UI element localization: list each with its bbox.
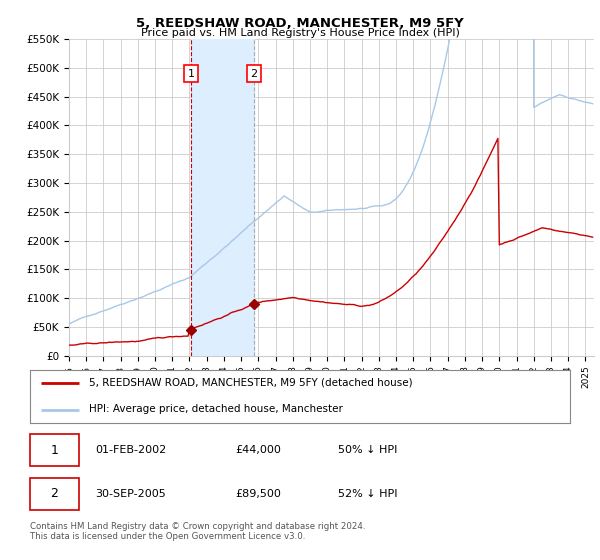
Text: HPI: Average price, detached house, Manchester: HPI: Average price, detached house, Manc… <box>89 404 343 414</box>
FancyBboxPatch shape <box>30 434 79 466</box>
FancyBboxPatch shape <box>30 478 79 510</box>
Text: £89,500: £89,500 <box>235 489 281 499</box>
Text: Contains HM Land Registry data © Crown copyright and database right 2024.
This d: Contains HM Land Registry data © Crown c… <box>30 522 365 542</box>
Text: 5, REEDSHAW ROAD, MANCHESTER, M9 5FY: 5, REEDSHAW ROAD, MANCHESTER, M9 5FY <box>136 17 464 30</box>
Text: 52% ↓ HPI: 52% ↓ HPI <box>338 489 397 499</box>
Text: 01-FEB-2002: 01-FEB-2002 <box>95 445 166 455</box>
Text: 30-SEP-2005: 30-SEP-2005 <box>95 489 166 499</box>
Bar <box>191 39 254 356</box>
Text: 50% ↓ HPI: 50% ↓ HPI <box>338 445 397 455</box>
Text: 1: 1 <box>50 444 58 457</box>
Text: Price paid vs. HM Land Registry's House Price Index (HPI): Price paid vs. HM Land Registry's House … <box>140 28 460 38</box>
Text: 2: 2 <box>50 487 58 500</box>
Text: £44,000: £44,000 <box>235 445 281 455</box>
Text: 5, REEDSHAW ROAD, MANCHESTER, M9 5FY (detached house): 5, REEDSHAW ROAD, MANCHESTER, M9 5FY (de… <box>89 378 413 388</box>
Text: 2: 2 <box>250 69 257 79</box>
Text: 1: 1 <box>187 69 194 79</box>
